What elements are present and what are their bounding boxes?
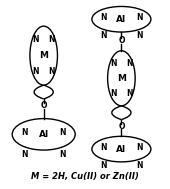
Text: N: N (110, 59, 116, 68)
Text: N: N (110, 89, 116, 98)
Text: N: N (22, 150, 28, 159)
Text: M = 2H, Cu(II) or Zn(II): M = 2H, Cu(II) or Zn(II) (31, 172, 139, 181)
Text: N: N (126, 89, 133, 98)
Text: N: N (100, 143, 107, 152)
Text: N: N (100, 31, 107, 40)
Text: N: N (126, 59, 133, 68)
Text: N: N (49, 67, 55, 76)
Text: N: N (32, 35, 39, 44)
Text: N: N (100, 161, 107, 170)
Text: O: O (118, 122, 125, 131)
Text: N: N (136, 143, 142, 152)
Text: N: N (136, 31, 142, 40)
Text: N: N (59, 150, 66, 159)
Text: N: N (100, 13, 107, 22)
Text: O: O (118, 36, 125, 45)
Text: N: N (32, 67, 39, 76)
Text: N: N (22, 128, 28, 137)
Text: Al: Al (116, 15, 126, 24)
Text: M: M (117, 74, 126, 83)
Text: Al: Al (39, 130, 49, 139)
Text: N: N (49, 35, 55, 44)
Text: O: O (40, 101, 47, 110)
Text: Al: Al (116, 145, 126, 154)
Text: N: N (136, 161, 142, 170)
Text: N: N (136, 13, 142, 22)
Text: M: M (39, 51, 48, 60)
Text: N: N (59, 128, 66, 137)
